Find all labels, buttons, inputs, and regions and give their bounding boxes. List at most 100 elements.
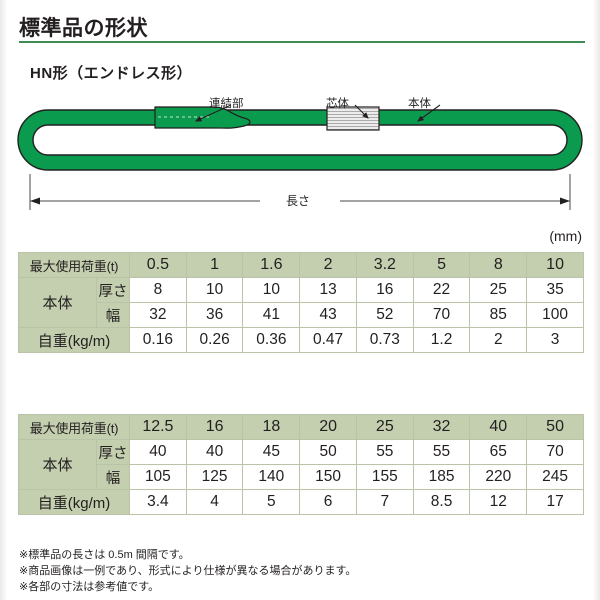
weight-cell: 8.5 [412, 489, 471, 515]
thickness-cell: 22 [412, 277, 471, 303]
width-cell: 70 [412, 302, 471, 328]
weight-cell: 6 [299, 489, 357, 515]
weight-cell: 1.2 [412, 327, 471, 353]
weight-cell: 0.36 [242, 327, 301, 353]
weight-cell: 12 [469, 489, 528, 515]
row-label-body: 本体 [18, 277, 97, 328]
capacity-label-main: 最大使用荷重 [29, 258, 107, 274]
thickness-cell: 35 [526, 277, 584, 303]
callout-label-body: 本体 [408, 98, 431, 110]
width-cell: 52 [355, 302, 414, 328]
width-cell: 155 [355, 464, 414, 490]
thickness-cell: 40 [185, 439, 244, 465]
row-label-thickness: 厚さ [95, 439, 131, 465]
weight-cell: 5 [242, 489, 301, 515]
row-label-thickness: 厚さ [95, 277, 131, 303]
table-row-thickness: 本体 厚さ 40 40 45 50 55 55 65 70 [18, 439, 584, 490]
weight-cell: 0.26 [185, 327, 244, 353]
width-cell: 32 [129, 302, 187, 328]
row-label-capacity: 最大使用荷重(t) [17, 252, 131, 278]
spec-table-high-capacity: 最大使用荷重(t) 12.5 16 18 20 25 32 40 50 本体 厚… [17, 414, 584, 515]
table-row-width: 幅 105 125 140 150 155 185 220 245 [19, 464, 584, 490]
thickness-cell: 10 [242, 277, 301, 303]
capacity-label-unit: (t) [106, 420, 119, 436]
width-cell: 105 [129, 464, 187, 490]
capacity-cell: 25 [355, 414, 414, 440]
capacity-cell: 3.2 [355, 252, 414, 278]
width-cell: 43 [299, 302, 357, 328]
row-label-capacity: 最大使用荷重(t) [17, 414, 131, 440]
thickness-cell: 50 [299, 439, 357, 465]
row-label-width: 幅 [95, 302, 131, 328]
table-row-weight: 自重(kg/m) 3.4 4 5 6 7 8.5 12 17 [17, 489, 584, 515]
capacity-cell: 10 [526, 252, 584, 278]
capacity-cell: 2 [299, 252, 357, 278]
width-cell: 36 [185, 302, 244, 328]
width-cell: 100 [526, 302, 584, 328]
callout-label-core: 芯体 [326, 98, 349, 110]
thickness-cell: 55 [355, 439, 414, 465]
capacity-cell: 1 [185, 252, 244, 278]
weight-cell: 3 [526, 327, 584, 353]
title-divider [19, 41, 585, 43]
weight-label-main: 自重 [37, 332, 68, 350]
capacity-cell: 8 [469, 252, 528, 278]
thickness-cell: 13 [299, 277, 357, 303]
spec-table-low-capacity: 最大使用荷重(t) 0.5 1 1.6 2 3.2 5 8 10 本体 厚さ 8… [17, 252, 584, 353]
capacity-cell: 40 [469, 414, 528, 440]
thickness-cell: 65 [469, 439, 528, 465]
weight-cell: 7 [355, 489, 414, 515]
thickness-cell: 40 [129, 439, 187, 465]
page-title: 標準品の形状 [19, 17, 148, 40]
table-row-capacity-header: 最大使用荷重(t) 0.5 1 1.6 2 3.2 5 8 10 [17, 252, 584, 278]
unit-note: (mm) [549, 228, 582, 244]
capacity-cell: 12.5 [129, 414, 187, 440]
capacity-cell: 18 [242, 414, 301, 440]
length-dimension-label: 長さ [286, 194, 311, 208]
weight-cell: 17 [526, 489, 584, 515]
thickness-cell: 45 [242, 439, 301, 465]
length-dimension [29, 174, 571, 210]
thickness-cell: 10 [185, 277, 244, 303]
capacity-cell: 0.5 [129, 252, 187, 278]
capacity-label-unit: (t) [106, 258, 119, 274]
thickness-cell: 25 [469, 277, 528, 303]
capacity-cell: 5 [412, 252, 471, 278]
table-row-thickness: 本体 厚さ 8 10 10 13 16 22 25 35 [18, 277, 584, 328]
section-subtitle: HN形（エンドレス形） [30, 65, 193, 82]
width-cell: 41 [242, 302, 301, 328]
width-cell: 140 [242, 464, 301, 490]
row-label-width: 幅 [95, 464, 131, 490]
weight-cell: 0.47 [299, 327, 357, 353]
callout-leaders [194, 104, 441, 122]
weight-cell: 3.4 [129, 489, 187, 515]
capacity-cell: 32 [412, 414, 471, 440]
width-cell: 150 [299, 464, 357, 490]
width-cell: 185 [412, 464, 471, 490]
table-row-capacity-header: 最大使用荷重(t) 12.5 16 18 20 25 32 40 50 [17, 414, 584, 440]
weight-label-unit: (kg/m) [67, 494, 111, 512]
footnote-item: ※各部の寸法は参考値です。 [19, 581, 160, 593]
footnote-item: ※標準品の長さは 0.5m 間隔です。 [19, 549, 190, 561]
row-label-weight: 自重(kg/m) [17, 489, 131, 515]
callout-label-connector: 連結部 [209, 98, 244, 110]
thickness-cell: 70 [526, 439, 584, 465]
table-row-weight: 自重(kg/m) 0.16 0.26 0.36 0.47 0.73 1.2 2 … [17, 327, 584, 353]
sling-diagram-svg [17, 104, 583, 210]
thickness-cell: 16 [355, 277, 414, 303]
capacity-cell: 16 [185, 414, 244, 440]
footnotes: ※標準品の長さは 0.5m 間隔です。 ※商品画像は一例であり、形式により仕様が… [19, 547, 589, 595]
sling-body-shape [17, 109, 583, 171]
weight-cell: 4 [185, 489, 244, 515]
weight-cell: 2 [469, 327, 528, 353]
weight-cell: 0.16 [129, 327, 187, 353]
capacity-cell: 20 [299, 414, 357, 440]
weight-cell: 0.73 [355, 327, 414, 353]
weight-label-main: 自重 [37, 494, 68, 512]
width-cell: 85 [469, 302, 528, 328]
width-cell: 220 [469, 464, 528, 490]
capacity-cell: 1.6 [242, 252, 301, 278]
capacity-label-main: 最大使用荷重 [29, 420, 107, 436]
capacity-cell: 50 [526, 414, 584, 440]
